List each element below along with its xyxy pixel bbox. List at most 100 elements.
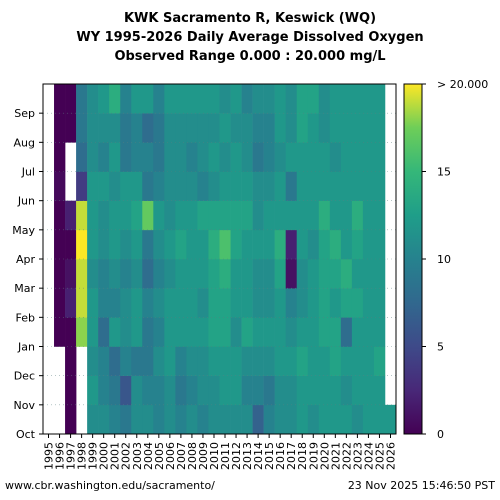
heatmap-cell: [307, 404, 320, 435]
heatmap-cell: [164, 113, 176, 143]
heatmap-cell: [197, 171, 209, 201]
heatmap-cell: [153, 288, 165, 318]
heatmap-cell: [164, 346, 176, 376]
x-tick-label: 1997: [65, 442, 78, 470]
heatmap-cell: [296, 346, 309, 376]
heatmap-cell: [318, 404, 331, 435]
heatmap-cell: [186, 404, 198, 435]
timestamp: 23 Nov 2025 15:46:50 PST: [347, 479, 495, 492]
heatmap-cell: [219, 171, 231, 201]
heatmap-cell: [197, 288, 209, 318]
heatmap-cell: [285, 171, 298, 201]
heatmap-cell: [296, 259, 309, 289]
y-tick-label: Sep: [14, 107, 35, 120]
heatmap-cell: [197, 375, 209, 406]
heatmap-cell: [285, 317, 298, 347]
heatmap-cell: [186, 142, 198, 172]
y-tick-label: Mar: [14, 282, 35, 295]
heatmap-cell: [318, 229, 331, 260]
heatmap-cell: [274, 404, 286, 435]
heatmap-cell: [120, 84, 132, 114]
heatmap-cell: [285, 404, 298, 435]
heatmap-cell: [241, 84, 253, 114]
heatmap-cell: [109, 346, 121, 376]
y-tick-label: Jul: [21, 166, 35, 179]
heatmap-cell: [230, 259, 242, 289]
x-tick-label: 2005: [153, 442, 166, 470]
heatmap-cell: [98, 229, 110, 260]
x-axis: 1995199619971998199920002001200220032004…: [43, 434, 398, 470]
colorbar: 0 5 10 15 > 20.000: [403, 78, 488, 441]
heatmap-cell: [98, 404, 110, 435]
heatmap-cell: [252, 113, 264, 143]
heatmap-cell: [175, 84, 187, 114]
heatmap-cell: [329, 200, 342, 231]
heatmap-cell: [65, 375, 77, 406]
heatmap-cell: [219, 288, 231, 318]
heatmap-cell: [351, 171, 364, 201]
heatmap-cell: [131, 200, 143, 231]
x-tick-label: 2007: [175, 442, 188, 470]
heatmap-cell: [263, 113, 275, 143]
heatmap-cell: [340, 404, 353, 435]
heatmap-cell: [307, 346, 320, 376]
heatmap-cell: [208, 113, 220, 143]
x-tick-label: 2006: [164, 442, 177, 470]
heatmap-cell: [252, 288, 264, 318]
heatmap-cell: [65, 200, 77, 231]
heatmap-cell: [241, 142, 253, 172]
heatmap-cell: [351, 259, 364, 289]
heatmap-cell: [54, 142, 66, 172]
heatmap-cell: [164, 288, 176, 318]
heatmap-cell: [54, 84, 66, 114]
heatmap-cell: [175, 171, 187, 201]
heatmap-cell: [241, 229, 253, 260]
heatmap-cell: [164, 200, 176, 231]
heatmap-cell: [340, 317, 353, 347]
heatmap-cell: [142, 142, 154, 172]
heatmap-cell: [252, 317, 264, 347]
heatmap-cell: [208, 288, 220, 318]
heatmap-cell: [373, 317, 386, 347]
x-tick-label: 2009: [197, 442, 210, 470]
heatmap-cell: [340, 171, 353, 201]
heatmap-cell: [329, 404, 342, 435]
heatmap-cell: [54, 229, 66, 260]
heatmap-cell: [241, 200, 253, 231]
heatmap-cell: [109, 288, 121, 318]
heatmap-cell: [65, 229, 77, 260]
heatmap-cell: [362, 259, 375, 289]
heatmap-cell: [76, 288, 88, 318]
heatmap-cell: [219, 229, 231, 260]
heatmap-cell: [252, 346, 264, 376]
heatmap-cell: [340, 229, 353, 260]
heatmap-cell: [219, 200, 231, 231]
heatmap-cell: [109, 113, 121, 143]
heatmap-cell: [153, 200, 165, 231]
heatmap-cell: [87, 171, 99, 201]
heatmap-cell: [197, 346, 209, 376]
heatmap-cell: [153, 375, 165, 406]
heatmap-cell: [274, 259, 286, 289]
heatmap-cell: [219, 375, 231, 406]
heatmap-cell: [263, 375, 275, 406]
heatmap-cell: [197, 317, 209, 347]
heatmap-cell: [362, 200, 375, 231]
y-tick-label: Jan: [17, 341, 35, 354]
heatmap-cell: [197, 259, 209, 289]
heatmap-cell: [263, 346, 275, 376]
heatmap-cell: [340, 113, 353, 143]
heatmap-cell: [219, 317, 231, 347]
heatmap-cell: [296, 317, 309, 347]
heatmap-cell: [98, 84, 110, 114]
heatmap-cell: [164, 171, 176, 201]
heatmap-cell: [285, 346, 298, 376]
heatmap-cell: [54, 317, 66, 347]
heatmap-cell: [109, 259, 121, 289]
heatmap-cell: [120, 404, 132, 435]
heatmap-cell: [318, 288, 331, 318]
heatmap-cell: [252, 142, 264, 172]
heatmap-cell: [362, 229, 375, 260]
heatmap-cell: [54, 200, 66, 231]
y-tick-label: May: [12, 224, 35, 237]
